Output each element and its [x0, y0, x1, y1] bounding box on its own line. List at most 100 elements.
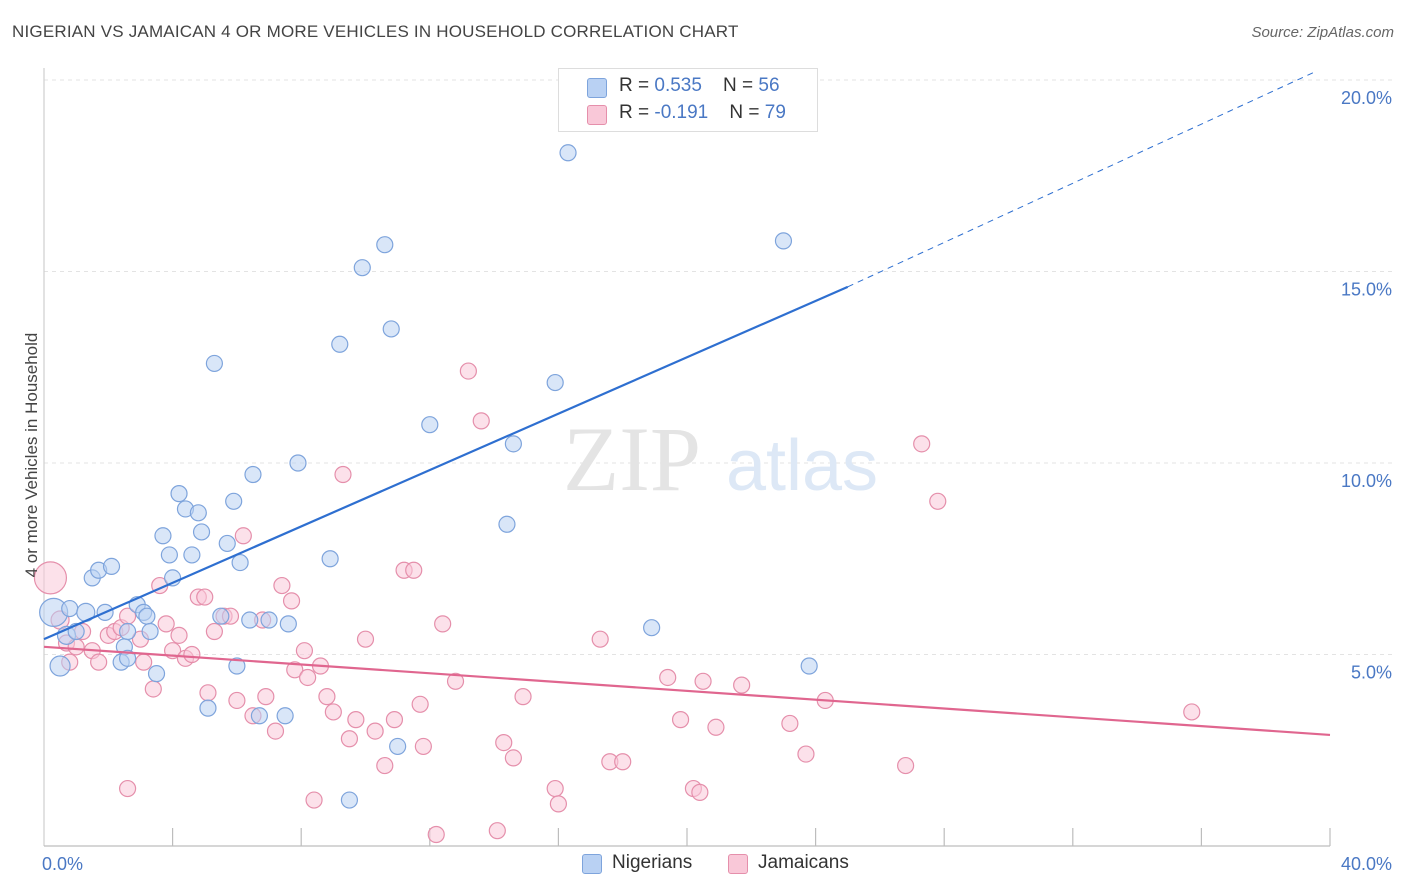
data-point — [276, 707, 294, 725]
r-value: -0.191 — [654, 102, 709, 123]
data-point — [154, 527, 172, 545]
data-point — [366, 722, 384, 740]
n-value: 79 — [764, 102, 786, 123]
data-point — [781, 714, 799, 733]
data-point — [160, 546, 178, 564]
data-point — [800, 657, 818, 675]
data-point — [183, 546, 201, 564]
data-point — [405, 561, 423, 579]
nigerians-points — [39, 144, 818, 809]
data-point — [1183, 703, 1201, 721]
data-point — [414, 737, 432, 756]
data-point — [61, 599, 79, 618]
data-point — [257, 688, 275, 706]
data-point — [147, 665, 166, 683]
data-point — [774, 232, 793, 250]
data-point — [228, 657, 246, 675]
data-point — [421, 416, 439, 434]
data-point — [289, 454, 307, 472]
data-point — [472, 412, 490, 430]
data-point — [340, 791, 359, 809]
source-label: Source: ZipAtlas.com — [1251, 24, 1394, 41]
series-legend: Nigerians Jamaicans — [0, 852, 1406, 878]
data-point — [212, 607, 230, 625]
data-point — [286, 661, 304, 679]
data-point — [446, 672, 465, 690]
data-point — [318, 688, 336, 706]
trend-lines — [43, 71, 1331, 737]
data-point — [225, 492, 243, 510]
data-point — [488, 822, 506, 840]
data-point — [356, 630, 375, 648]
data-point — [659, 668, 677, 687]
data-point — [170, 485, 188, 503]
data-point — [427, 825, 445, 844]
y-tick-label: 5.0% — [1351, 663, 1392, 683]
data-point — [305, 791, 323, 809]
data-point — [33, 561, 68, 595]
data-point — [170, 626, 188, 644]
data-point — [138, 607, 156, 625]
data-point — [135, 653, 153, 671]
legend-label-nigerians: Nigerians — [612, 852, 693, 873]
data-point — [321, 550, 339, 568]
data-point — [614, 753, 632, 771]
data-point — [385, 711, 404, 729]
legend-swatch-nigerians — [582, 854, 602, 874]
data-point — [118, 649, 137, 667]
data-point — [382, 320, 400, 338]
axes — [43, 68, 1331, 847]
data-point — [546, 373, 564, 392]
data-point — [279, 615, 297, 633]
legend-label-jamaicans: Jamaicans — [758, 852, 849, 873]
data-point — [459, 362, 477, 380]
n-value: 56 — [758, 75, 780, 96]
trend-line-nigerians — [43, 285, 849, 641]
data-point — [434, 615, 452, 633]
data-point — [671, 711, 690, 729]
tick-labels: 5.0% 10.0% 15.0% 20.0% 0.0% 40.0% — [42, 88, 1392, 874]
data-point — [90, 653, 108, 671]
stats-legend: R = 0.535 N = 56 R = -0.191 N = 79 — [558, 68, 818, 132]
data-point — [266, 722, 285, 740]
data-point — [691, 783, 709, 801]
data-point — [234, 527, 252, 545]
data-point — [324, 703, 342, 721]
data-point — [643, 619, 661, 637]
data-point — [231, 553, 249, 572]
data-point — [376, 236, 394, 254]
data-point — [102, 557, 121, 576]
y-axis-label: 4 or more Vehicles in Household — [22, 332, 41, 578]
data-point — [118, 622, 137, 641]
data-point — [157, 615, 175, 633]
data-point — [929, 492, 947, 510]
data-point — [192, 523, 211, 541]
data-point — [514, 688, 532, 706]
watermark-atlas: atlas — [726, 426, 878, 506]
trend-line-jamaicans — [43, 645, 1331, 737]
data-point — [495, 733, 513, 752]
data-point — [241, 611, 259, 629]
data-point — [144, 680, 162, 698]
data-point — [913, 435, 931, 453]
data-point — [347, 711, 365, 729]
n-label: N = — [723, 75, 759, 96]
data-point — [334, 465, 352, 484]
data-point — [340, 730, 359, 748]
data-point — [733, 676, 751, 694]
data-point — [189, 504, 207, 522]
watermark-zip: ZIP — [563, 408, 701, 510]
r-value: 0.535 — [654, 75, 702, 96]
data-point — [504, 749, 522, 767]
data-point — [199, 699, 217, 717]
r-label: R = — [619, 102, 655, 123]
chart-title: NIGERIAN VS JAMAICAN 4 OR MORE VEHICLES … — [12, 22, 739, 41]
data-point — [591, 630, 609, 648]
trend-line-nigerians-extension — [847, 71, 1315, 288]
data-point — [411, 695, 429, 713]
data-point — [205, 622, 223, 641]
data-point — [260, 611, 278, 629]
data-point — [183, 645, 201, 664]
data-point — [897, 756, 915, 775]
